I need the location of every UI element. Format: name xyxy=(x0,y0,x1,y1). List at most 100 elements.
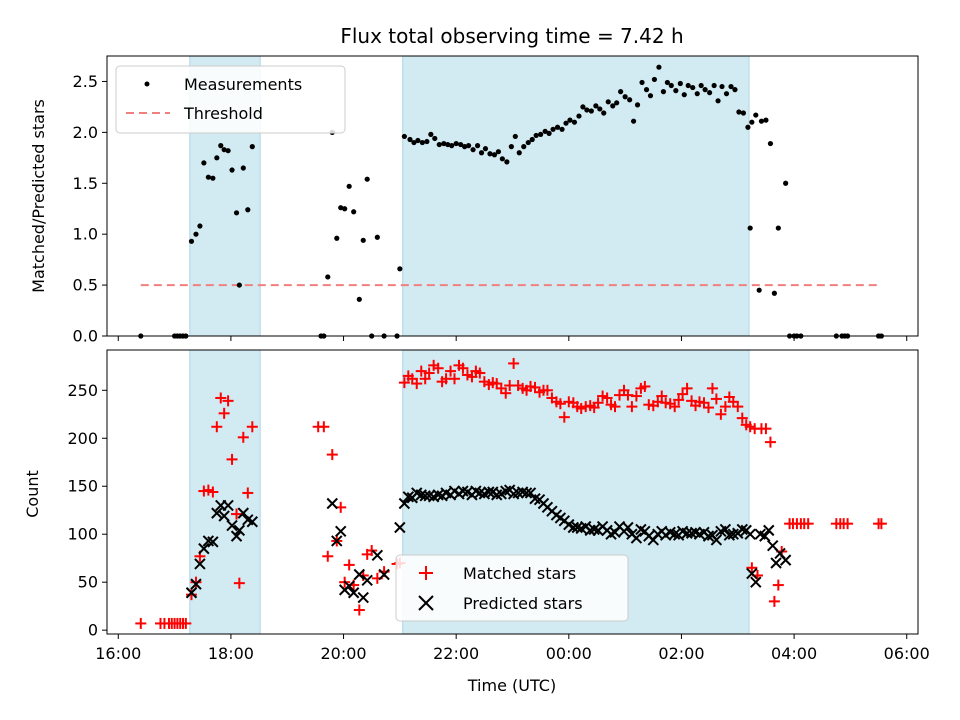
legend-matched-label: Matched stars xyxy=(463,564,576,583)
measurement-point xyxy=(424,138,430,145)
measurement-point xyxy=(415,137,421,144)
matched-star-point xyxy=(419,373,431,385)
matched-star-point xyxy=(322,550,334,562)
measurement-point xyxy=(610,103,616,109)
predicted-star-point xyxy=(394,521,406,534)
top-y-ticks: 0.0 0.5 1.0 1.5 2.0 2.5 xyxy=(73,72,107,346)
predicted-star-point xyxy=(483,486,495,498)
matched-star-point xyxy=(842,518,854,530)
top-ytick-label: 2.0 xyxy=(73,123,98,142)
measurement-point xyxy=(643,87,650,93)
measurement-point xyxy=(711,82,717,89)
measurement-point xyxy=(249,144,255,150)
matched-star-point xyxy=(445,365,457,377)
measurement-point xyxy=(745,124,751,130)
predicted-star-point xyxy=(371,549,384,562)
measurement-point xyxy=(360,237,366,243)
measurement-point xyxy=(584,107,590,113)
measurement-point xyxy=(240,165,246,171)
matched-star-point xyxy=(710,393,722,405)
predicted-star-point xyxy=(759,530,771,542)
predicted-star-point xyxy=(190,578,202,590)
measurement-point xyxy=(597,106,603,112)
predicted-star-point xyxy=(357,591,369,604)
top-shaded-intervals xyxy=(189,55,750,337)
bottom-xtick-label: 00:00 xyxy=(546,644,592,663)
bottom-legend: Matched stars Predicted stars xyxy=(395,554,629,622)
legend-threshold-label: Threshold xyxy=(183,104,263,123)
matched-star-point xyxy=(601,392,613,404)
measurement-point xyxy=(428,131,434,137)
matched-star-point xyxy=(215,392,227,404)
matched-star-point xyxy=(656,390,668,402)
bottom-xtick-label: 04:00 xyxy=(771,644,817,663)
measurement-point xyxy=(698,82,704,89)
measurement-point xyxy=(441,140,447,147)
bottom-ytick-label: 200 xyxy=(67,429,98,448)
measurement-point xyxy=(233,210,240,216)
measurement-point xyxy=(474,143,481,149)
matched-star-point xyxy=(207,486,219,498)
matched-star-point xyxy=(398,377,410,389)
predicted-star-point xyxy=(588,523,600,536)
predicted-star-point xyxy=(770,557,782,569)
top-ytick-label: 0.0 xyxy=(73,327,98,346)
measurement-point xyxy=(685,82,691,89)
bottom-x-ticks: 16:00 18:00 20:00 22:00 00:00 02:00 04:00 06:00 xyxy=(95,634,930,663)
bottom-xtick-label: 22:00 xyxy=(433,644,479,663)
matched-star-point xyxy=(457,362,469,374)
measurement-point xyxy=(351,209,357,215)
predicted-star-point xyxy=(719,523,732,536)
measurement-point xyxy=(214,155,220,161)
matched-star-point xyxy=(190,576,202,588)
measurement-point xyxy=(225,148,231,154)
matched-star-point xyxy=(541,384,553,396)
measurement-point xyxy=(588,108,594,114)
measurement-point xyxy=(482,146,489,152)
bottom-y-axis-label: Count xyxy=(23,470,42,518)
matched-star-point xyxy=(508,357,520,369)
measurement-point xyxy=(567,117,573,123)
matched-star-point xyxy=(558,411,570,423)
predicted-star-point xyxy=(520,487,533,499)
matched-star-point xyxy=(706,382,718,394)
legend-measurements-label: Measurements xyxy=(184,75,302,94)
predicted-star-point xyxy=(378,568,390,581)
predicted-star-point xyxy=(630,532,643,544)
matched-star-point xyxy=(609,401,621,413)
matched-star-point xyxy=(626,401,638,413)
bottom-xtick-label: 20:00 xyxy=(320,644,366,663)
measurement-point xyxy=(499,156,505,162)
measurement-point xyxy=(771,290,777,296)
measurement-point xyxy=(749,119,755,125)
top-y-axis-label: Matched/Predicted stars xyxy=(29,99,48,293)
measurement-point xyxy=(338,205,344,211)
matched-star-point xyxy=(423,367,435,379)
predicted-star-point xyxy=(218,510,230,522)
measurement-point xyxy=(221,147,227,153)
measurement-point xyxy=(677,80,683,87)
predicted-star-point xyxy=(211,507,223,519)
matched-star-point xyxy=(432,362,444,374)
measurement-point xyxy=(508,144,514,150)
measurement-point xyxy=(618,89,624,95)
measurement-point xyxy=(758,118,765,124)
predicted-star-point xyxy=(746,567,758,580)
measurement-point xyxy=(559,126,565,132)
measurement-point xyxy=(346,183,352,189)
matched-star-point xyxy=(768,595,780,607)
measurement-point xyxy=(664,79,670,86)
measurement-point xyxy=(470,147,476,153)
bottom-ytick-label: 250 xyxy=(67,381,98,400)
matched-star-point xyxy=(732,401,744,413)
measurement-point xyxy=(719,83,725,90)
predicted-stars-points xyxy=(185,484,792,604)
predicted-star-point xyxy=(398,497,411,510)
predicted-star-point xyxy=(326,497,338,510)
measurement-point xyxy=(668,82,674,89)
measurement-point xyxy=(401,133,407,140)
measurement-point xyxy=(593,103,599,109)
measurement-point xyxy=(630,118,637,124)
matched-star-point xyxy=(366,545,378,557)
measurement-point xyxy=(775,225,781,231)
